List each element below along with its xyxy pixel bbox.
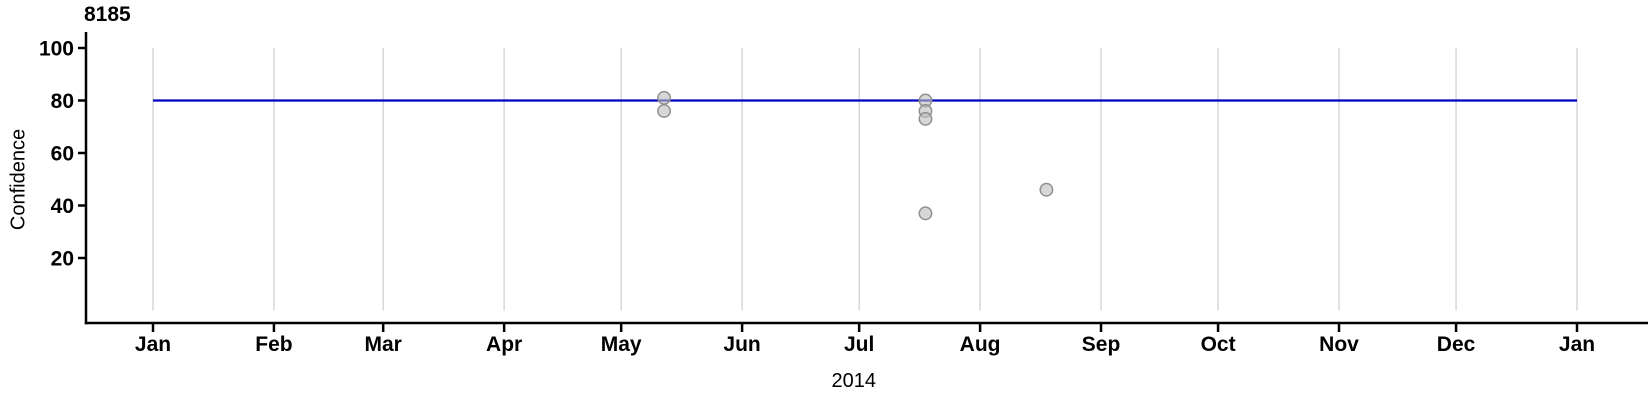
- x-tick-label: Nov: [1319, 333, 1359, 356]
- facet-title: 8185: [84, 3, 131, 26]
- x-tick-label: Jun: [723, 333, 760, 356]
- x-tick-label: Jul: [844, 333, 874, 356]
- x-tick-label: Sep: [1082, 333, 1121, 356]
- data-point: [918, 206, 933, 221]
- x-tick-label: May: [601, 333, 642, 356]
- y-tick-label: 100: [39, 38, 74, 61]
- x-tick-label: Apr: [486, 333, 522, 356]
- x-tick-label: Feb: [255, 333, 292, 356]
- y-tick-label: 40: [51, 195, 74, 218]
- x-tick-label: Jan: [135, 333, 171, 356]
- y-tick-label: 60: [51, 143, 74, 166]
- x-tick-label: Mar: [365, 333, 402, 356]
- data-point: [657, 90, 672, 105]
- x-tick-label: Oct: [1201, 333, 1236, 356]
- x-tick-label: Jan: [1559, 333, 1595, 356]
- data-point: [1039, 182, 1054, 197]
- x-tick-label: Aug: [960, 333, 1001, 356]
- y-tick-label: 20: [51, 248, 74, 271]
- y-tick-label: 80: [51, 90, 74, 113]
- data-point: [657, 104, 672, 118]
- data-point: [918, 111, 933, 126]
- x-tick-label: Dec: [1437, 333, 1476, 356]
- y-axis-title: Confidence: [7, 128, 30, 231]
